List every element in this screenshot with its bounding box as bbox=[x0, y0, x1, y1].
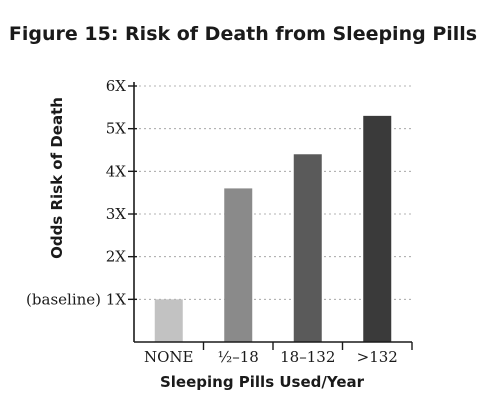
x-tick-label-1: NONE bbox=[144, 348, 194, 366]
bar-2 bbox=[224, 188, 253, 342]
y-tick-label-4: 4X bbox=[106, 162, 127, 180]
y-tick-label-5: 5X bbox=[106, 120, 127, 138]
x-tick-label-3: 18–132 bbox=[280, 348, 335, 366]
x-axis-title: Sleeping Pills Used/Year bbox=[160, 373, 365, 391]
y-tick-label-1: (baseline) 1X bbox=[26, 290, 126, 308]
x-tick-label-2: ½–18 bbox=[218, 348, 259, 366]
bar-3 bbox=[293, 154, 322, 342]
chart-title: Figure 15: Risk of Death from Sleeping P… bbox=[9, 23, 477, 45]
y-tick-label-3: 3X bbox=[106, 205, 127, 223]
bar-4 bbox=[363, 115, 392, 342]
x-tick-label-4: >132 bbox=[357, 348, 398, 366]
y-ticks: (baseline) 1X 2X 3X 4X 5X 6X bbox=[26, 77, 137, 308]
y-axis-title: Odds Risk of Death bbox=[48, 97, 66, 259]
bars bbox=[154, 115, 392, 342]
y-tick-label-6: 6X bbox=[106, 77, 127, 95]
y-tick-label-2: 2X bbox=[106, 248, 127, 266]
x-ticks: NONE ½–18 18–132 >132 bbox=[144, 342, 413, 366]
bar-1 bbox=[154, 299, 183, 342]
